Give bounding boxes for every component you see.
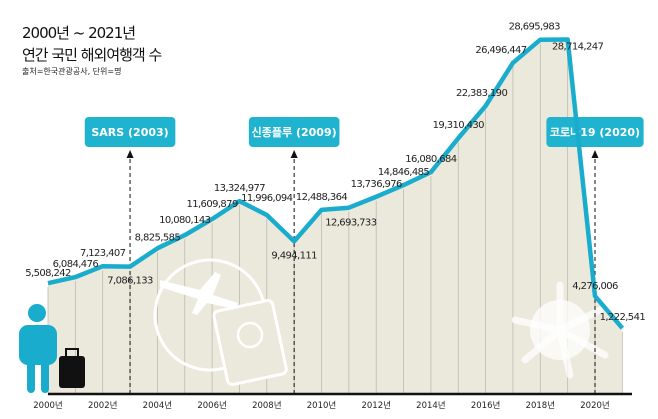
x-tick-label: 2018년 [526,400,555,411]
data-label: 11,609,879 [186,199,237,210]
x-tick-label: 2000년 [33,400,62,411]
data-label: 26,496,447 [475,45,526,56]
virus-spike-icon [556,326,574,379]
data-label: 7,123,407 [80,248,126,259]
data-label: 10,080,143 [159,215,210,226]
x-tick-label: 2008년 [252,400,281,411]
data-label: 28,714,247 [552,42,603,53]
passport-emblem-icon [236,321,264,349]
chart-source: 출처=한국관광공사, 단위=명 [22,67,122,76]
passport-icon [212,299,288,386]
data-label: 5,508,242 [25,268,71,279]
data-label: 13,324,977 [214,183,265,194]
data-label: 16,080,684 [405,154,456,165]
data-label: 12,693,733 [325,218,376,229]
data-label: 11,996,094 [241,193,292,204]
x-tick-label: 2002년 [88,400,117,411]
chart-title: 연간 국민 해외여행객 수 [22,46,162,64]
x-tick-label: 2010년 [307,400,336,411]
chart-area [48,39,623,394]
x-tick-label: 2020년 [580,400,609,411]
data-label: 4,276,006 [572,281,618,292]
x-tick-label: 2016년 [471,400,500,411]
x-tick-label: 2014년 [416,400,445,411]
virus-spike-icon [521,326,564,364]
suitcase-handle-icon [65,348,79,358]
data-label: 6,084,476 [53,259,99,270]
event-label: 코로나19 (2020) [550,125,640,139]
event-label: SARS (2003) [91,126,168,139]
person-head-icon [28,304,46,322]
virus-spike-icon [556,326,609,359]
series-line [47,37,625,330]
airplane-icon [160,272,238,315]
virus-spike-icon [511,316,564,334]
chart-title-period: 2000년 ~ 2021년 [22,24,136,42]
arrow-up-icon [591,150,599,158]
data-label: 19,310,430 [433,120,484,131]
data-label: 22,383,190 [456,88,507,99]
data-label: 8,825,585 [135,232,181,243]
data-label: 12,488,364 [296,192,347,203]
data-label: 1,222,541 [600,312,646,323]
event-label: 신종플루 (2009) [252,125,337,139]
data-label: 28,695,983 [509,22,560,33]
virus-spike-icon [556,306,604,334]
arrow-up-icon [126,150,134,158]
suitcase-icon [59,356,85,388]
event-label-box [84,117,176,147]
data-label: 9,494,111 [271,250,317,261]
data-label: 7,086,133 [107,276,153,287]
person-leg-icon [41,355,49,393]
x-tick-label: 2012년 [361,400,390,411]
data-label: 13,736,976 [351,179,402,190]
event-label-box [248,117,340,147]
x-tick-label: 2006년 [197,400,226,411]
person-body-icon [19,325,57,365]
person-leg-icon [27,355,35,393]
data-label: 14,846,485 [378,167,429,178]
arrow-up-icon [290,150,298,158]
x-tick-label: 2004년 [143,400,172,411]
event-label-box [546,117,644,147]
